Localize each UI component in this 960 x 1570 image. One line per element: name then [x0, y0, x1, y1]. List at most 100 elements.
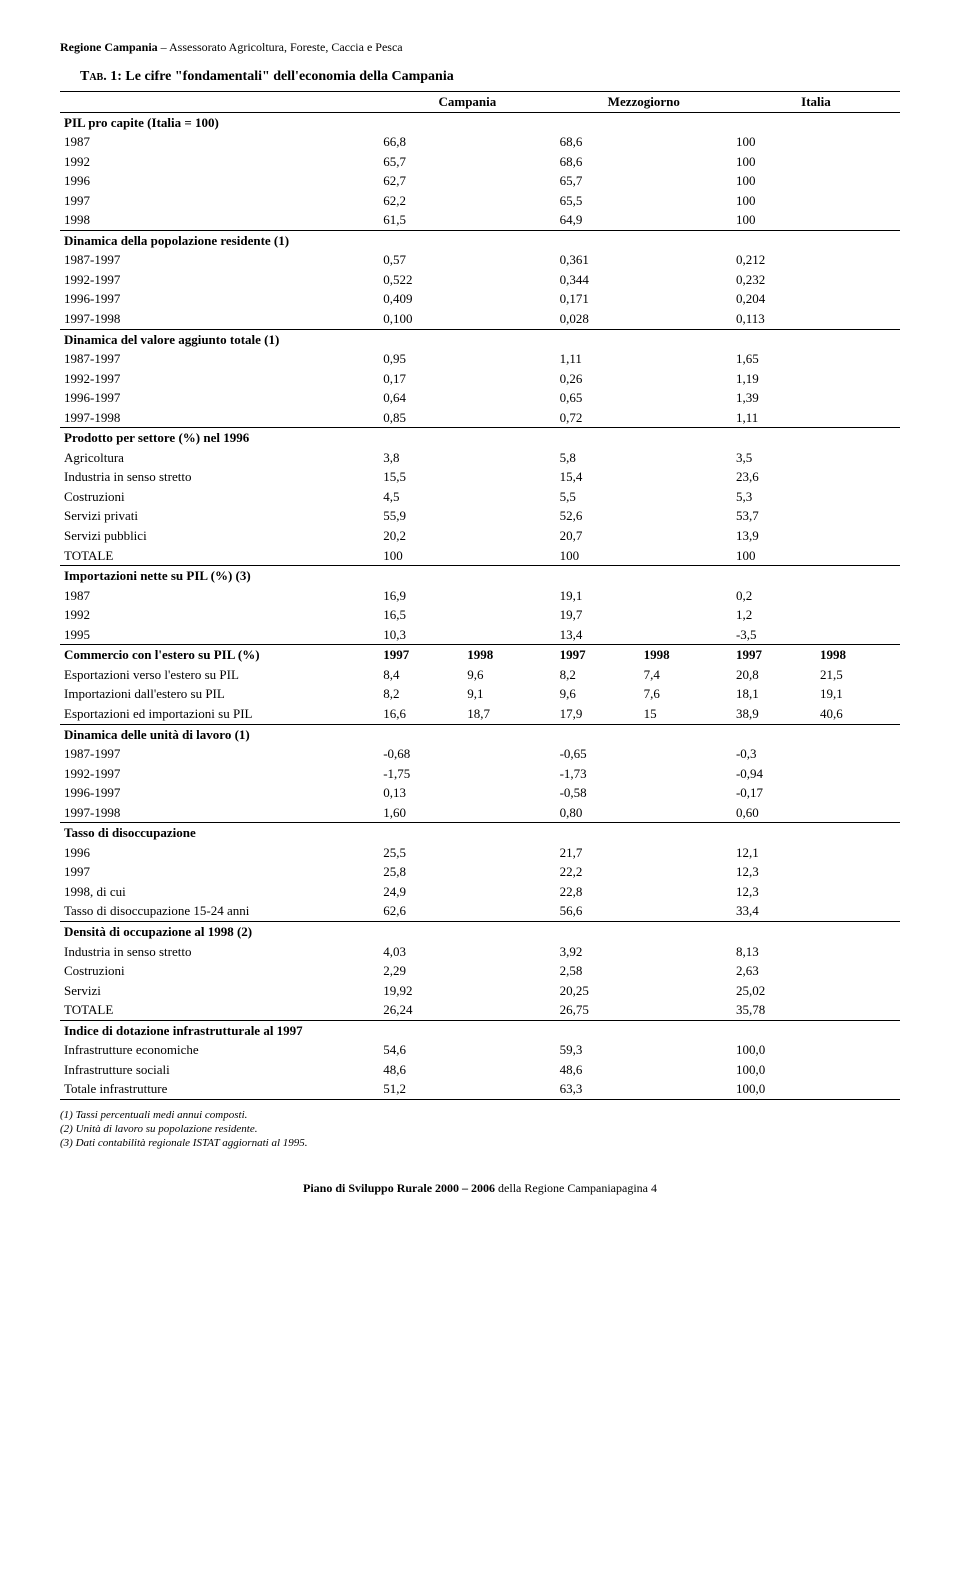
section-imp: Importazioni nette su PIL (%) (3) — [60, 566, 900, 586]
cell-c: 5,3 — [732, 487, 900, 507]
cell-b: -0,58 — [556, 783, 732, 803]
cell-c: 33,4 — [732, 901, 900, 921]
cell-c: 35,78 — [732, 1000, 900, 1020]
cell-a: 16,9 — [379, 586, 555, 606]
table-row: Industria in senso stretto15,515,423,6 — [60, 467, 900, 487]
cell-c2: 21,5 — [816, 665, 900, 685]
cell-c1: 20,8 — [732, 665, 816, 685]
table-row: 198716,919,10,2 — [60, 586, 900, 606]
table-row: Infrastrutture economiche54,659,3100,0 — [60, 1040, 900, 1060]
table-row: TOTALE26,2426,7535,78 — [60, 1000, 900, 1020]
cell-b: 3,92 — [556, 942, 732, 962]
cell-c: -0,94 — [732, 764, 900, 784]
cell-a: 25,8 — [379, 862, 555, 882]
cell-c1: 18,1 — [732, 684, 816, 704]
header-dept: – Assessorato Agricoltura, Foreste, Cacc… — [158, 40, 403, 54]
footnote-3: (3) Dati contabilità regionale ISTAT agg… — [60, 1136, 900, 1150]
cell-a: 4,03 — [379, 942, 555, 962]
cell-b: 64,9 — [556, 210, 732, 230]
table-row: Infrastrutture sociali48,648,6100,0 — [60, 1060, 900, 1080]
row-label: 1992 — [60, 605, 379, 625]
section-label: Dinamica della popolazione residente (1) — [60, 230, 900, 250]
cell-a: 62,7 — [379, 171, 555, 191]
cell-c: 100 — [732, 132, 900, 152]
cell-a1: 16,6 — [379, 704, 463, 724]
cell-a: 15,5 — [379, 467, 555, 487]
footnote-2: (2) Unità di lavoro su popolazione resid… — [60, 1122, 900, 1136]
cell-c: 1,19 — [732, 369, 900, 389]
table-row: 1992-19970,170,261,19 — [60, 369, 900, 389]
cell-b2: 7,4 — [640, 665, 732, 685]
row-label: Infrastrutture economiche — [60, 1040, 379, 1060]
cell-b: -0,65 — [556, 744, 732, 764]
table-row: Servizi privati55,952,653,7 — [60, 506, 900, 526]
row-label: TOTALE — [60, 546, 379, 566]
cell-a: 0,17 — [379, 369, 555, 389]
cell-c: 0,113 — [732, 309, 900, 329]
table-row: 1996-19970,13-0,58-0,17 — [60, 783, 900, 803]
cell-a: 62,2 — [379, 191, 555, 211]
cell-c: 1,65 — [732, 349, 900, 369]
cell-b: 26,75 — [556, 1000, 732, 1020]
table-row: 1992-19970,5220,3440,232 — [60, 270, 900, 290]
cell-a: 48,6 — [379, 1060, 555, 1080]
cell-a: 51,2 — [379, 1079, 555, 1099]
row-label: Industria in senso stretto — [60, 467, 379, 487]
cell-a: 26,24 — [379, 1000, 555, 1020]
row-label: 1987-1997 — [60, 744, 379, 764]
comm-y1c: 1997 — [732, 645, 816, 665]
cell-b: 5,8 — [556, 448, 732, 468]
cell-c: 100 — [732, 191, 900, 211]
cell-c: 13,9 — [732, 526, 900, 546]
table-row: 1996-19970,4090,1710,204 — [60, 289, 900, 309]
comm-y2c: 1998 — [816, 645, 900, 665]
row-label: TOTALE — [60, 1000, 379, 1020]
table-row: Agricoltura3,85,83,5 — [60, 448, 900, 468]
cell-b: 20,25 — [556, 981, 732, 1001]
table-row: Totale infrastrutture51,263,3100,0 — [60, 1079, 900, 1099]
row-label: 1997-1998 — [60, 408, 379, 428]
row-label: 1996-1997 — [60, 388, 379, 408]
section-pop: Dinamica della popolazione residente (1) — [60, 230, 900, 250]
row-label: Industria in senso stretto — [60, 942, 379, 962]
cell-b2: 7,6 — [640, 684, 732, 704]
section-label: Dinamica del valore aggiunto totale (1) — [60, 329, 900, 349]
table-row: 1997-19980,850,721,11 — [60, 408, 900, 428]
cell-b: 59,3 — [556, 1040, 732, 1060]
cell-b: 1,11 — [556, 349, 732, 369]
table-row: 199762,265,5100 — [60, 191, 900, 211]
hdr-italia: Italia — [732, 92, 900, 113]
table-row: Esportazioni verso l'estero su PIL8,49,6… — [60, 665, 900, 685]
cell-c: 23,6 — [732, 467, 900, 487]
section-label: PIL pro capite (Italia = 100) — [60, 112, 900, 132]
section-occ: Densità di occupazione al 1998 (2) — [60, 921, 900, 941]
table-row: Servizi19,9220,2525,02 — [60, 981, 900, 1001]
table-row: 1987-19970,570,3610,212 — [60, 250, 900, 270]
cell-a: 24,9 — [379, 882, 555, 902]
cell-b: 0,171 — [556, 289, 732, 309]
cell-b: 48,6 — [556, 1060, 732, 1080]
cell-a2: 9,1 — [463, 684, 555, 704]
row-label: Totale infrastrutture — [60, 1079, 379, 1099]
comm-label: Commercio con l'estero su PIL (%) — [60, 645, 379, 665]
table-row: Tasso di disoccupazione 15-24 anni62,656… — [60, 901, 900, 921]
page-footer: Piano di Sviluppo Rurale 2000 – 2006 del… — [60, 1181, 900, 1196]
cell-a: 19,92 — [379, 981, 555, 1001]
table-row: 1998, di cui24,922,812,3 — [60, 882, 900, 902]
cell-a: 0,85 — [379, 408, 555, 428]
cell-b1: 17,9 — [556, 704, 640, 724]
cell-b: 13,4 — [556, 625, 732, 645]
row-label: 1996 — [60, 171, 379, 191]
footer-rest: della Regione Campaniapagina 4 — [495, 1181, 657, 1195]
cell-c: 12,3 — [732, 862, 900, 882]
cell-b: 0,26 — [556, 369, 732, 389]
cell-c: 100 — [732, 152, 900, 172]
footnote-1: (1) Tassi percentuali medi annui compost… — [60, 1108, 900, 1122]
row-label: 1992-1997 — [60, 369, 379, 389]
cell-c: 100 — [732, 210, 900, 230]
cell-a: 0,100 — [379, 309, 555, 329]
row-label: Agricoltura — [60, 448, 379, 468]
section-va: Dinamica del valore aggiunto totale (1) — [60, 329, 900, 349]
cell-c: 100,0 — [732, 1079, 900, 1099]
cell-b: 68,6 — [556, 152, 732, 172]
